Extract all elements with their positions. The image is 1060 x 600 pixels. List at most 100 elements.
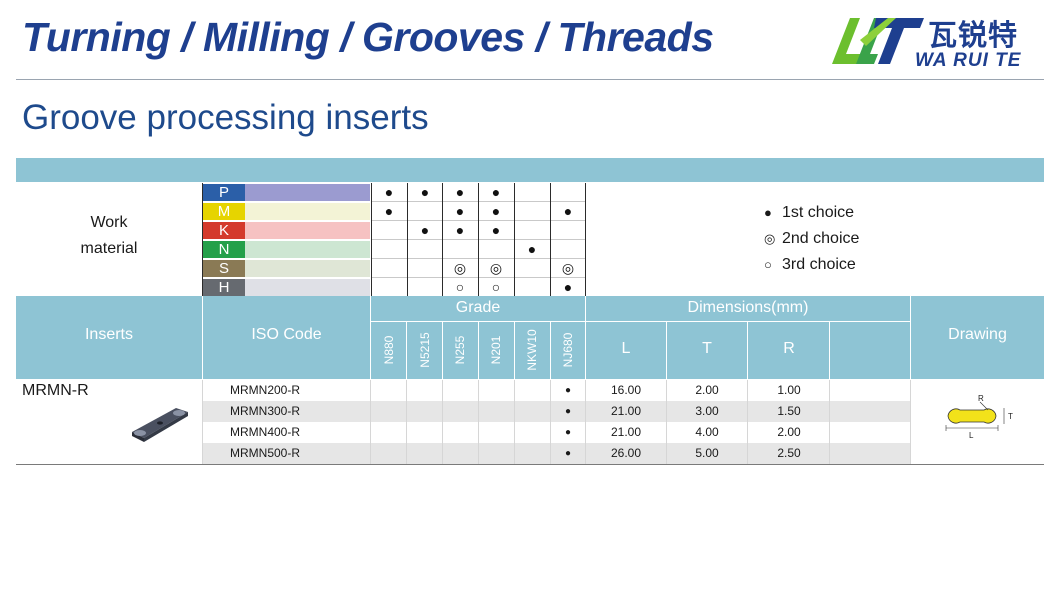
legend-item: ○ 3rd choice [764, 256, 856, 274]
matrix-left-divider [202, 183, 203, 296]
logo-mark-icon [832, 18, 924, 64]
grade-header-n880: N880 [371, 322, 407, 378]
grade-header-nj680: NJ680 [550, 322, 586, 378]
header-column-divider [514, 321, 515, 379]
header-column-divider [747, 321, 748, 379]
header-inserts: Inserts [84, 326, 133, 343]
body-column-divider [910, 380, 911, 464]
header-column-divider [442, 321, 443, 379]
header-column-divider [585, 296, 586, 379]
matrix-column-divider [371, 183, 372, 296]
body-column-divider [202, 380, 203, 464]
legend-symbol: ○ [764, 257, 772, 272]
table-bottom-line [16, 464, 1044, 465]
dim-l-cell: 21.00 [610, 404, 642, 418]
material-choice-mark: ● [420, 184, 430, 200]
material-choice-mark: ● [455, 203, 465, 219]
material-code-h: H [203, 279, 245, 296]
work-material-label-line2: material [80, 240, 138, 257]
header-dim-t: T [702, 340, 712, 357]
material-code-p: P [203, 184, 245, 201]
insert-family-name: MRMN-R [22, 382, 89, 399]
material-bar-k [245, 222, 370, 239]
header-column-divider [829, 321, 830, 379]
header-column-divider [550, 321, 551, 379]
matrix-column-divider [407, 183, 408, 296]
section-title: Groove processing inserts [22, 98, 429, 137]
work-material-label-line1: Work [90, 214, 128, 231]
material-bar-s [245, 260, 370, 277]
dim-l-cell: 21.00 [610, 425, 642, 439]
material-choice-mark: ● [384, 184, 394, 200]
grade-header-n255: N255 [442, 322, 478, 378]
header-dim-r: R [783, 340, 795, 357]
grade-header-label: NJ680 [561, 332, 575, 368]
dim-l-cell: 26.00 [610, 446, 642, 460]
header-dimensions: Dimensions(mm) [687, 299, 809, 316]
material-choice-mark: ● [527, 241, 537, 257]
material-choice-mark: ● [420, 222, 430, 238]
grade-header-n201: N201 [478, 322, 514, 378]
dim-l-cell: 16.00 [610, 383, 642, 397]
matrix-column-divider [478, 183, 479, 296]
work-material-label: Work material [16, 210, 202, 262]
grade-header-label: N5215 [418, 332, 432, 368]
grade-mark-cell: ● [564, 406, 572, 417]
dim-r-cell: 1.50 [777, 404, 801, 418]
material-choice-mark: ● [455, 222, 465, 238]
body-column-divider [585, 380, 586, 464]
table-row [203, 443, 911, 464]
material-bar-m [245, 203, 370, 220]
material-code-s: S [203, 260, 245, 277]
iso-code-cell: MRMN400-R [230, 425, 301, 439]
dim-t-cell: 4.00 [695, 425, 719, 439]
grade-header-label: N880 [382, 335, 396, 365]
material-bar-h [245, 279, 370, 296]
matrix-column-divider [514, 183, 515, 296]
insert-drawing: R T L [945, 394, 1013, 440]
body-column-divider [478, 380, 479, 464]
material-choice-mark: ◎ [489, 260, 503, 276]
body-column-divider [514, 380, 515, 464]
header-column-divider [910, 296, 911, 379]
grade-header-label: NKW10 [525, 329, 539, 371]
dim-r-cell: 1.00 [777, 383, 801, 397]
table-row [203, 401, 911, 422]
material-bar-p [245, 184, 370, 201]
grade-header-label: N201 [489, 335, 503, 365]
grade-mark-cell: ● [564, 427, 572, 438]
matrix-column-divider [585, 183, 586, 296]
dim-r-cell: 2.50 [777, 446, 801, 460]
body-column-divider [829, 380, 830, 464]
material-choice-mark: ● [491, 222, 501, 238]
header-column-divider [406, 321, 407, 379]
header-column-divider [666, 321, 667, 379]
material-code-k: K [203, 222, 245, 239]
logo-english-text: WA RUI TE [915, 50, 1022, 71]
body-column-divider [442, 380, 443, 464]
header-grade: Grade [455, 299, 501, 316]
material-choice-mark: ○ [491, 279, 501, 295]
body-column-divider [747, 380, 748, 464]
header-column-divider [202, 296, 203, 379]
legend-label: 3rd choice [782, 256, 856, 273]
header-column-divider [478, 321, 479, 379]
top-band [16, 158, 1044, 182]
matrix-column-divider [550, 183, 551, 296]
drawing-label-r: R [978, 394, 984, 403]
material-choice-mark: ● [455, 184, 465, 200]
material-choice-mark: ◎ [561, 260, 575, 276]
grade-header-nkw10: NKW10 [514, 322, 550, 378]
page-header: Turning / Milling / Grooves / Threads 瓦锐… [0, 0, 1060, 80]
dim-r-cell: 2.00 [777, 425, 801, 439]
header-column-divider [370, 296, 371, 379]
dim-t-cell: 3.00 [695, 404, 719, 418]
legend-label: 2nd choice [782, 230, 860, 247]
material-code-m: M [203, 203, 245, 220]
table-header [16, 296, 1044, 379]
brand-logo: 瓦锐特 WA RUI TE [830, 10, 1050, 72]
material-choice-mark: ● [384, 203, 394, 219]
legend-item: ◎ 2nd choice [764, 230, 859, 248]
grade-mark-cell: ● [564, 385, 572, 396]
iso-code-cell: MRMN300-R [230, 404, 301, 418]
